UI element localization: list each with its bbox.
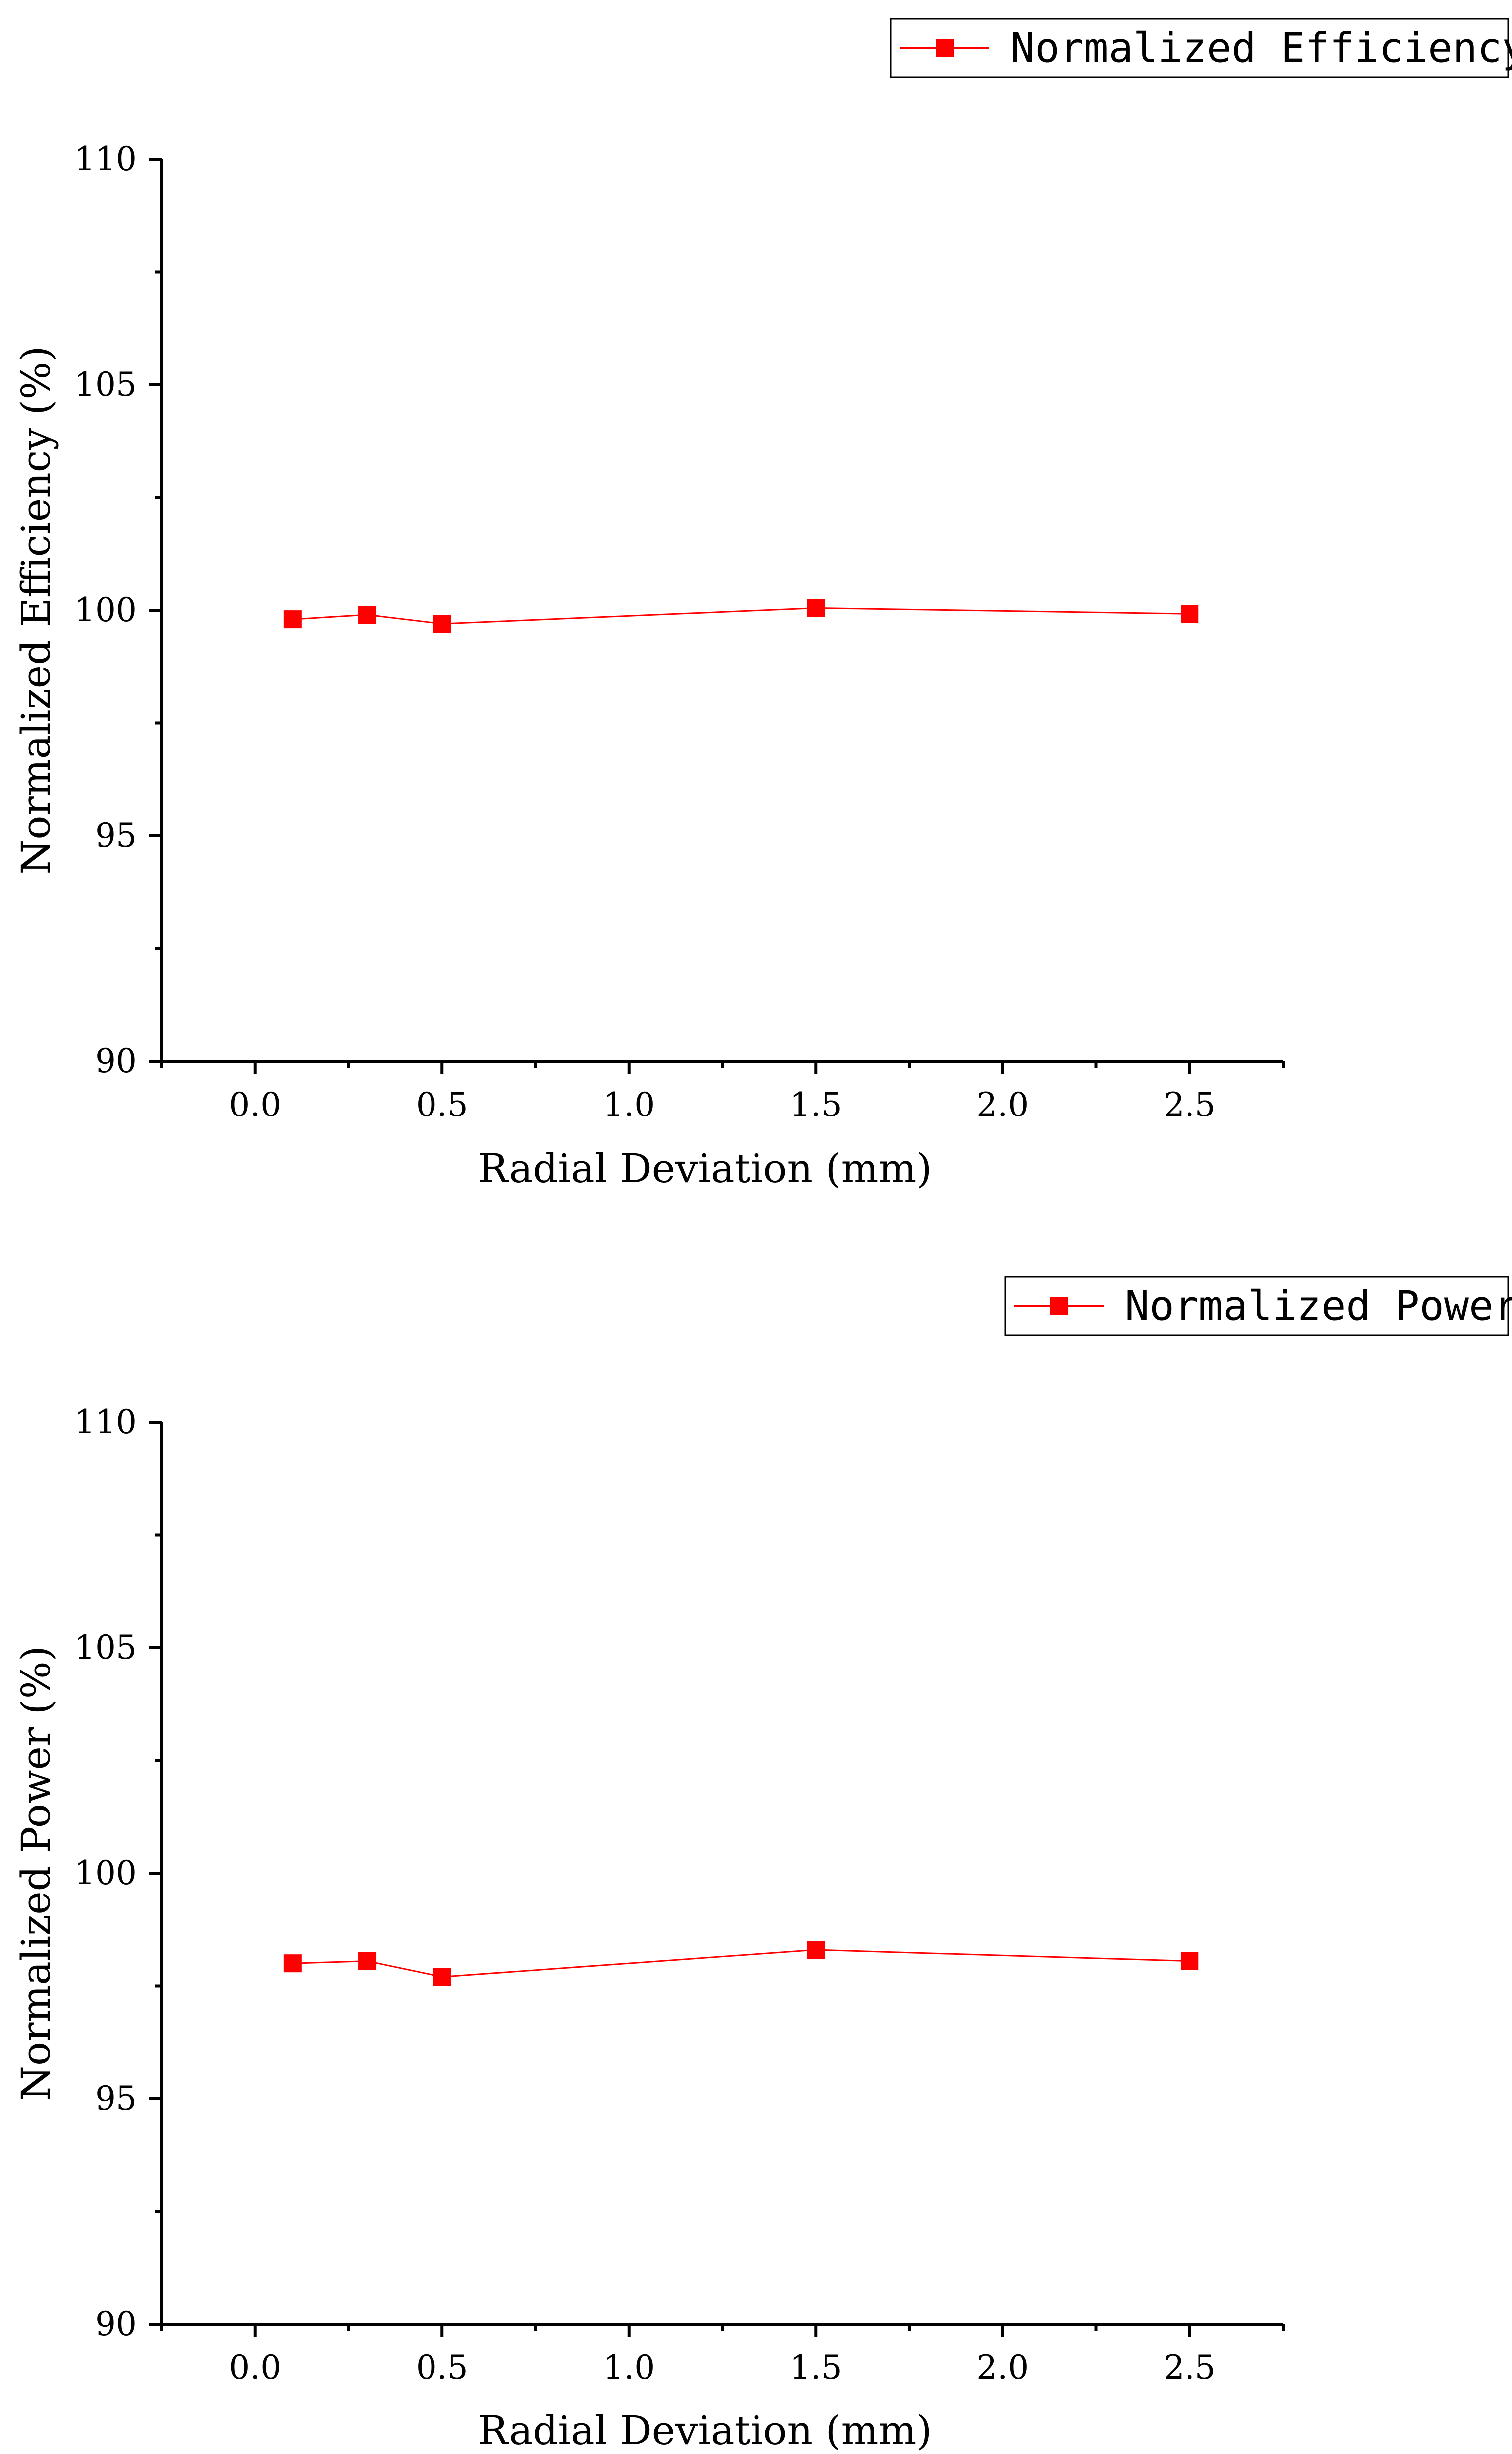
- x-tick-label: 0.0: [229, 1086, 281, 1124]
- y-tick-label: 90: [95, 1042, 137, 1080]
- y-axis-title: Normalized Power (%): [13, 1646, 59, 2101]
- series-line: [292, 607, 1190, 625]
- legend-marker-icon: [936, 39, 954, 57]
- y-tick-label: 95: [95, 816, 137, 855]
- y-tick-label: 110: [74, 140, 137, 178]
- legend: Normalized Power: [1004, 1276, 1512, 1336]
- x-axis-title: Radial Deviation (mm): [478, 2407, 932, 2454]
- x-tick-label: 2.0: [976, 2348, 1029, 2387]
- x-tick-label: 1.5: [790, 1086, 842, 1124]
- data-point-marker: [807, 1941, 825, 1959]
- data-point-marker: [807, 599, 825, 617]
- legend-label: Normalized Efficiency: [1010, 25, 1512, 72]
- x-tick-label: 1.0: [603, 2348, 655, 2387]
- data-point-marker: [433, 615, 451, 633]
- y-tick-label: 100: [74, 591, 137, 629]
- y-axis-title: Normalized Efficiency (%): [13, 346, 59, 874]
- data-point-marker: [358, 606, 377, 624]
- data-point-marker: [283, 610, 302, 629]
- y-tick-label: 105: [74, 1628, 137, 1667]
- x-tick-label: 0.5: [416, 1086, 468, 1124]
- data-point-marker: [283, 1954, 302, 1973]
- legend: Normalized Efficiency: [890, 18, 1512, 78]
- legend-marker-icon: [1050, 1297, 1068, 1315]
- data-point-marker: [1181, 1952, 1199, 1970]
- legend-box: [890, 18, 1509, 78]
- chart-panel-2: 0.0 0.5 1.0 1.5 2.0 2.5 90 95 100 105 110 Radial De…: [13, 1276, 1512, 2454]
- x-tick-label: 2.0: [976, 1086, 1029, 1124]
- data-point-marker: [1181, 605, 1199, 623]
- x-tick-label: 0.0: [229, 2348, 281, 2387]
- series-line: [292, 1949, 1190, 1978]
- x-tick-label: 1.5: [790, 2348, 842, 2387]
- x-axis-title: Radial Deviation (mm): [478, 1145, 932, 1192]
- y-tick-label: 90: [95, 2305, 137, 2343]
- y-tick-label: 105: [74, 365, 137, 404]
- x-tick-label: 1.0: [603, 1086, 655, 1124]
- x-tick-label: 2.5: [1164, 2348, 1216, 2387]
- data-point-marker: [358, 1952, 377, 1970]
- legend-label: Normalized Power: [1125, 1283, 1512, 1330]
- y-tick-label: 100: [74, 1854, 137, 1892]
- y-tick-label: 95: [95, 2079, 137, 2118]
- y-tick-label: 110: [74, 1403, 137, 1441]
- x-tick-label: 0.5: [416, 2348, 468, 2387]
- data-point-marker: [433, 1968, 451, 1986]
- x-tick-label: 2.5: [1164, 1086, 1216, 1124]
- chart-panel-1: 0.0 0.5 1.0 1.5 2.0 2.5 90 95 100 105 110 Radial De…: [13, 18, 1512, 1192]
